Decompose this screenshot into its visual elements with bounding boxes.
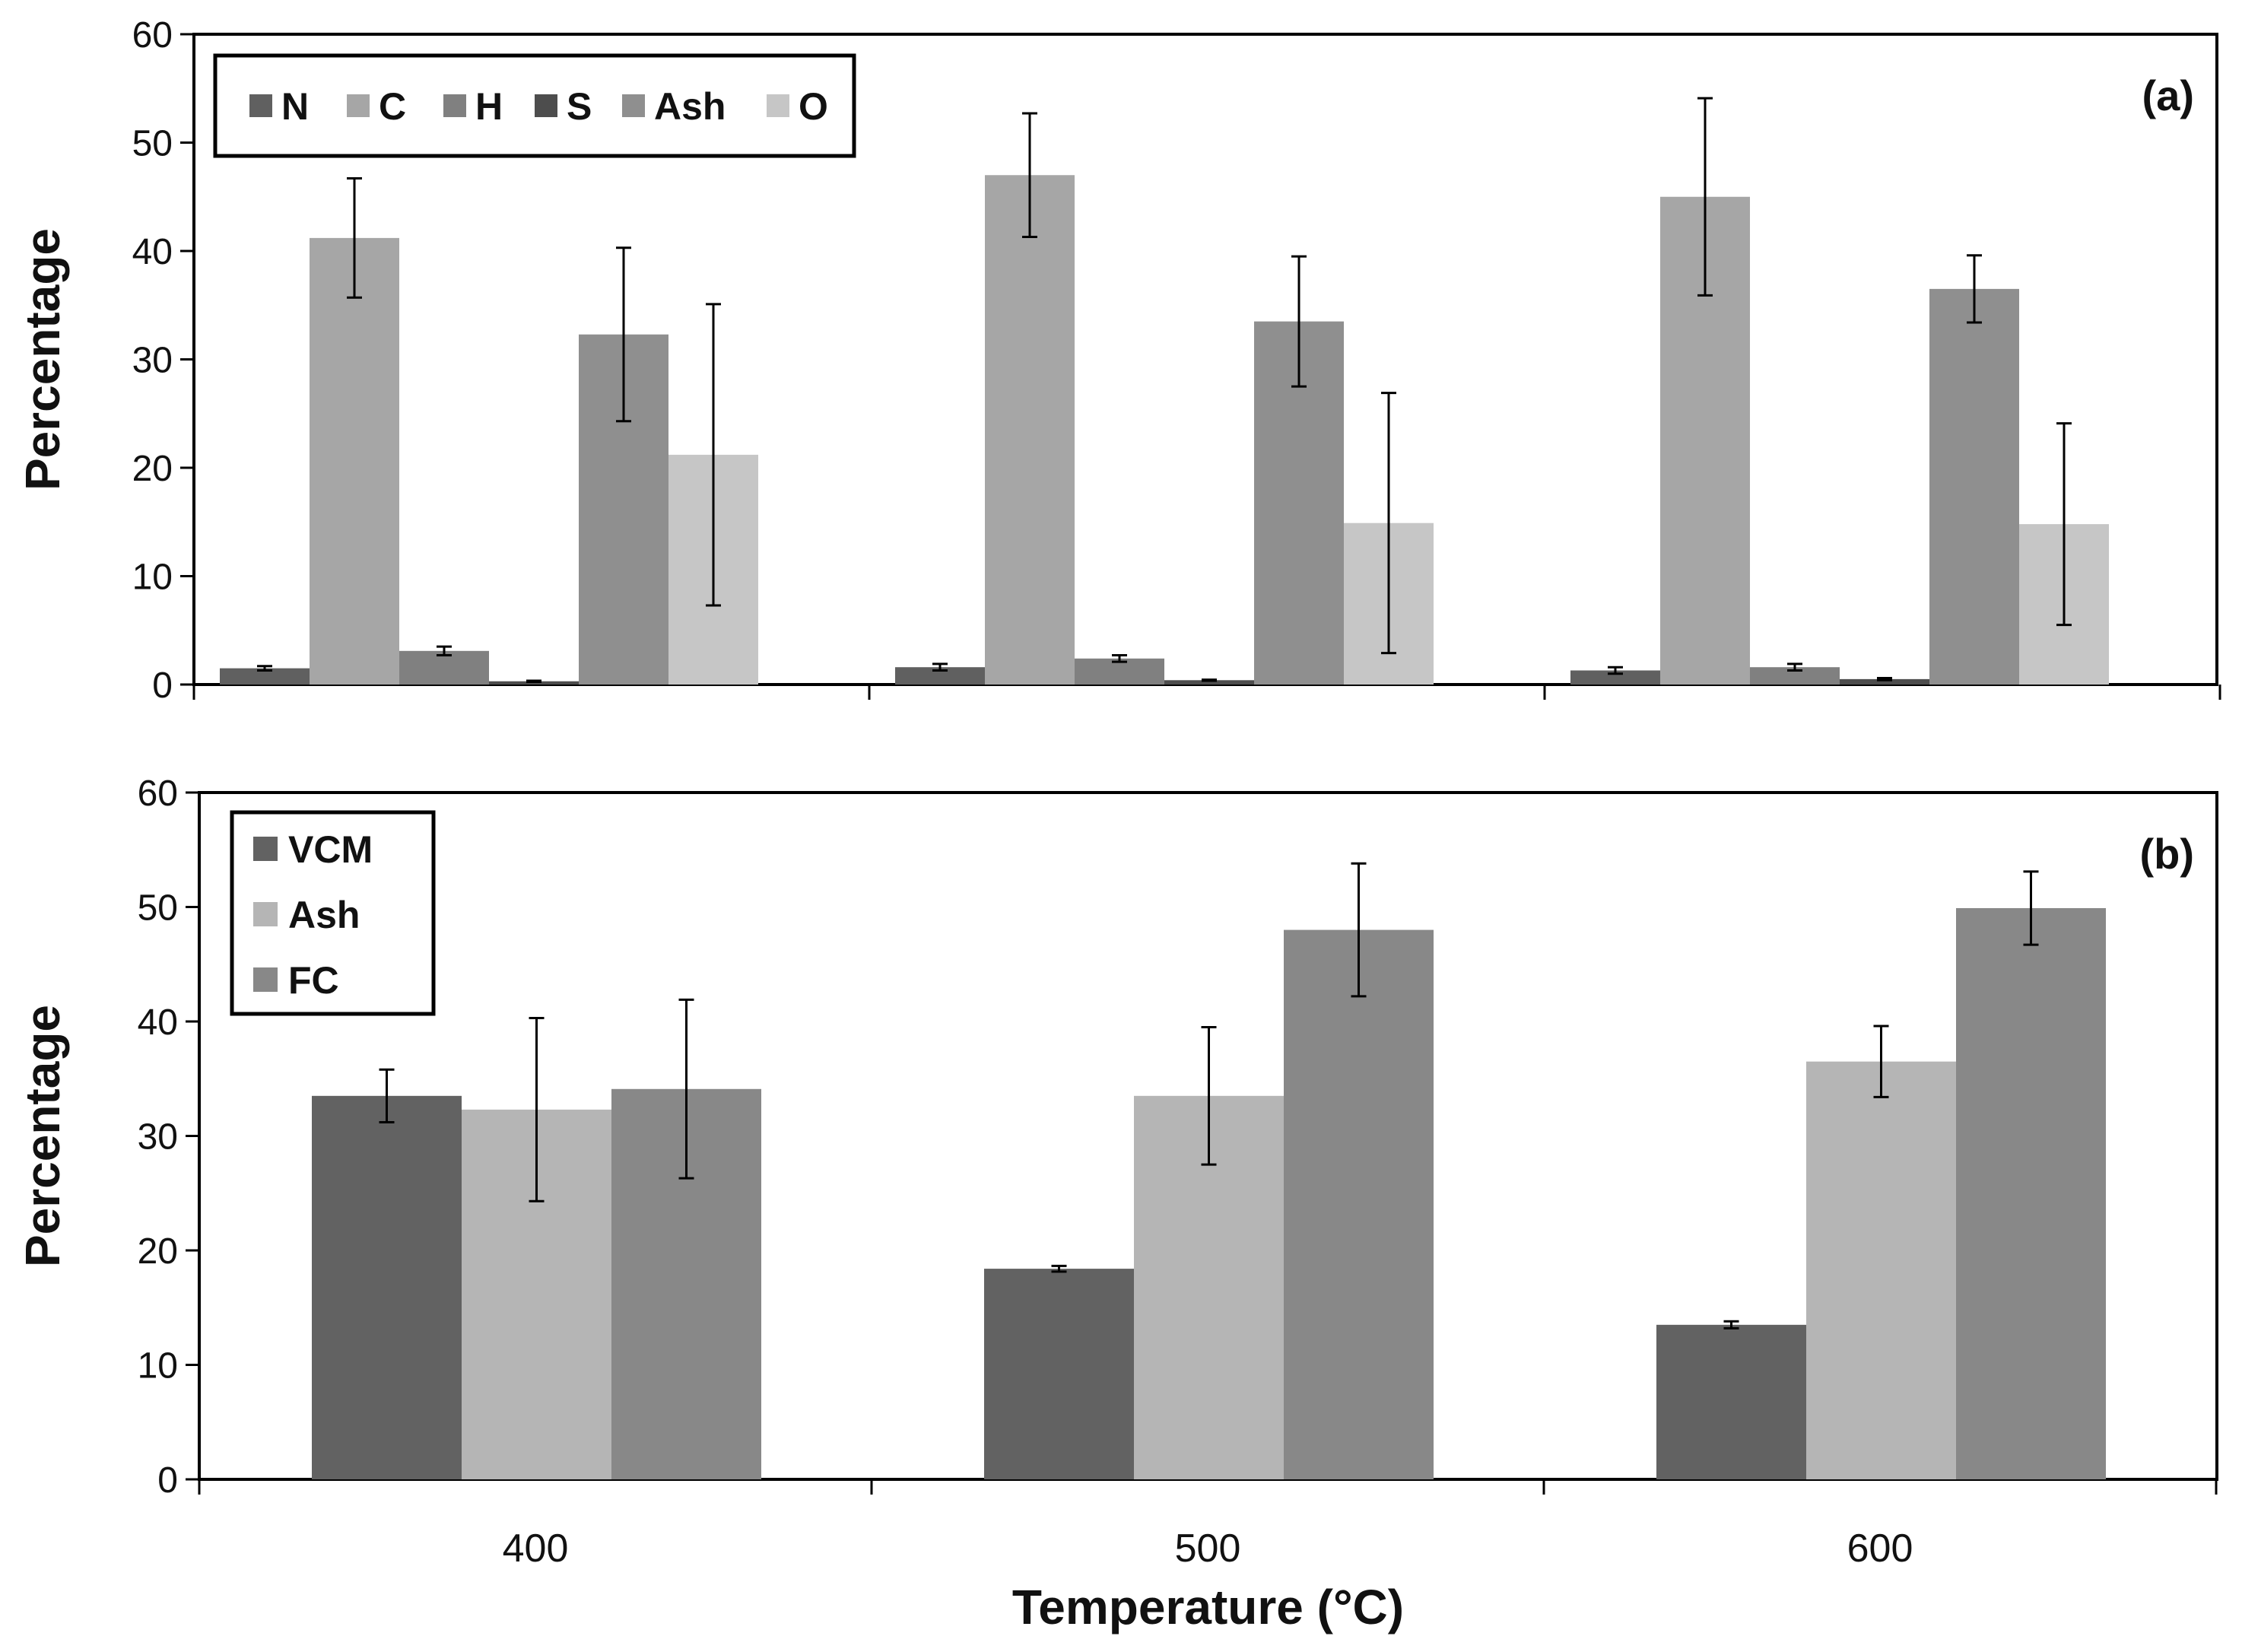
panel-b: 0 10 20 30 40 50 60 Percentage (b) VCM Ash FC 400 500… — [15, 774, 2218, 1635]
legend-label: O — [799, 85, 828, 128]
legend-item-ash: Ash — [253, 894, 360, 936]
legend: N C H S Ash O — [213, 53, 856, 158]
legend-item-vcm: VCM — [253, 828, 373, 871]
x-category-label: 500 — [1175, 1527, 1241, 1571]
legend-swatch — [622, 94, 645, 117]
x-category-label: 600 — [1847, 1527, 1913, 1571]
legend-swatch — [253, 902, 278, 926]
error-bar-h-600 — [1787, 662, 1802, 672]
y-axis-title: Percentage — [15, 228, 70, 491]
y-tick-label: 30 — [138, 1117, 178, 1158]
y-tick-label: 20 — [132, 449, 173, 489]
error-bar-fc-400 — [678, 998, 694, 1180]
x-axis-title: Temperature (°C) — [1012, 1580, 1404, 1635]
error-bar-s-500 — [1202, 678, 1217, 682]
error-bar-vcm-500 — [1051, 1264, 1067, 1273]
legend-label: H — [475, 85, 503, 128]
panel-a: 0 10 20 30 40 50 60 Percentage (a) N C H S Ash O — [15, 15, 2221, 706]
legend-swatch — [443, 94, 466, 117]
bar-h-600 — [1750, 667, 1840, 685]
bar-n-600 — [1570, 670, 1660, 685]
error-bar-s-600 — [1877, 676, 1892, 681]
error-bar-c-600 — [1697, 97, 1713, 297]
legend-item-n: N — [249, 85, 309, 128]
y-tick-label: 40 — [132, 232, 173, 272]
legend-swatch — [253, 837, 278, 861]
y-tick-label: 30 — [132, 341, 173, 381]
y-tick-label: 10 — [138, 1346, 178, 1387]
bar-ash-600 — [1806, 1061, 1956, 1479]
legend-swatch — [249, 94, 272, 117]
error-bar-n-500 — [932, 662, 948, 672]
error-bar-fc-600 — [2023, 870, 2039, 946]
y-tick-label: 20 — [138, 1231, 178, 1272]
legend-item-o: O — [767, 85, 828, 128]
y-axis-title: Percentage — [15, 1005, 70, 1267]
error-bar-vcm-400 — [379, 1068, 395, 1123]
legend-label: N — [281, 85, 309, 128]
x-category-label: 400 — [503, 1527, 569, 1571]
legend-swatch — [347, 94, 370, 117]
legend-swatch — [767, 94, 789, 117]
bar-h-400 — [399, 650, 489, 685]
y-tick-label: 10 — [132, 558, 173, 598]
error-bar-c-400 — [347, 177, 362, 299]
legend-item-fc: FC — [253, 959, 339, 1002]
legend-label: Ash — [654, 85, 726, 128]
y-tick-label: 40 — [138, 1002, 178, 1043]
error-bar-ash-400 — [529, 1016, 545, 1202]
legend-swatch — [253, 967, 278, 992]
error-bar-o-400 — [706, 303, 721, 607]
bar-s-500 — [1164, 680, 1254, 685]
panel-label: (b) — [2139, 830, 2194, 878]
legend-label: S — [567, 85, 592, 128]
bar-fc-500 — [1284, 929, 1434, 1479]
error-bar-vcm-600 — [1723, 1320, 1739, 1330]
bar-n-400 — [220, 668, 310, 685]
y-tick-label: 0 — [157, 1460, 178, 1501]
error-bar-h-400 — [437, 645, 452, 657]
bar-fc-600 — [1956, 908, 2106, 1479]
bar-vcm-400 — [312, 1095, 462, 1479]
y-tick-label: 60 — [132, 15, 173, 56]
legend-item-ash: Ash — [622, 85, 726, 128]
error-bar-ash-600 — [1873, 1025, 1889, 1098]
error-bar-ash-400 — [616, 246, 631, 423]
error-bar-n-400 — [257, 665, 272, 672]
y-tick-label: 60 — [138, 774, 178, 814]
bar-vcm-500 — [984, 1269, 1134, 1479]
legend-item-s: S — [535, 85, 592, 128]
y-tick-label: 50 — [132, 124, 173, 164]
error-bar-o-600 — [2056, 422, 2072, 627]
legend-label: VCM — [288, 828, 373, 871]
bar-c-500 — [985, 175, 1075, 685]
error-bar-h-500 — [1112, 654, 1127, 663]
error-bar-n-600 — [1608, 666, 1623, 675]
error-bar-ash-500 — [1201, 1026, 1217, 1166]
legend-label: FC — [288, 959, 339, 1002]
legend-item-c: C — [347, 85, 406, 128]
y-tick-label: 0 — [152, 666, 173, 706]
error-bar-o-500 — [1381, 392, 1396, 655]
legend-label: C — [379, 85, 406, 128]
legend: VCM Ash FC — [230, 810, 436, 1016]
bar-n-500 — [895, 667, 985, 685]
bar-vcm-600 — [1656, 1324, 1806, 1479]
bar-ash-600 — [1929, 288, 2019, 685]
error-bar-c-500 — [1022, 112, 1037, 238]
error-bar-fc-500 — [1351, 862, 1367, 998]
panel-label: (a) — [2142, 71, 2194, 119]
legend-swatch — [535, 94, 557, 117]
error-bar-ash-600 — [1967, 254, 1982, 324]
bar-c-400 — [310, 237, 399, 685]
legend-item-h: H — [443, 85, 503, 128]
legend-label: Ash — [288, 894, 360, 936]
error-bar-ash-500 — [1291, 255, 1307, 388]
y-tick-label: 50 — [138, 888, 178, 929]
bar-s-600 — [1840, 678, 1929, 685]
